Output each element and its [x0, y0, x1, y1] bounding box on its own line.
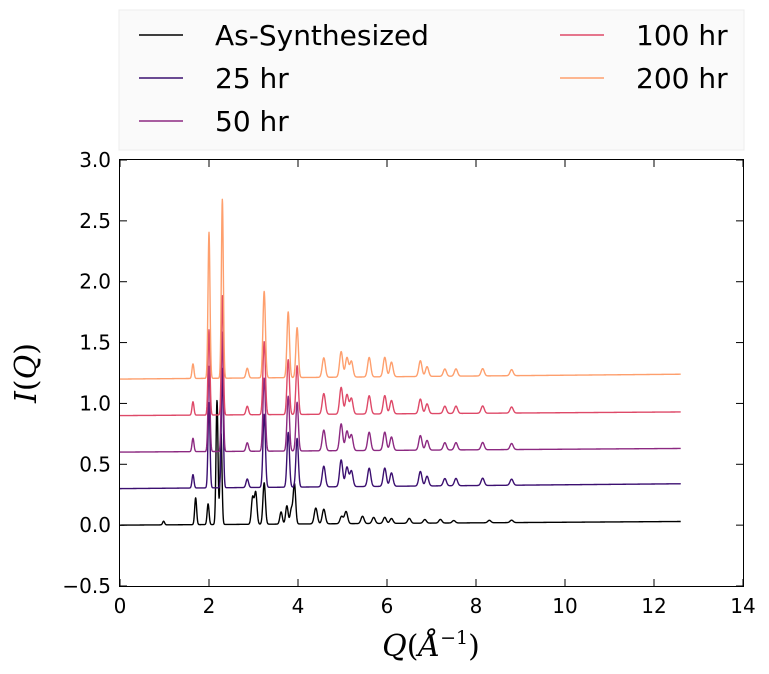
x-tick-label: 4 — [292, 594, 305, 618]
legend-label: 100 hr — [636, 19, 728, 52]
y-tick-label: 0.5 — [79, 452, 111, 476]
y-tick-label: 0.0 — [79, 513, 111, 537]
legend-label: 50 hr — [215, 105, 289, 138]
x-axis-title-unit: Å — [415, 628, 440, 664]
x-tick-label: 0 — [114, 594, 127, 618]
x-tick-label: 2 — [203, 594, 216, 618]
series-line — [119, 399, 682, 526]
y-tick-label: 2.5 — [79, 209, 111, 233]
x-tick-label: 10 — [552, 594, 577, 618]
x-tick-label: 6 — [381, 594, 394, 618]
y-tick-label: 3.0 — [79, 148, 111, 172]
x-tick-label: 12 — [641, 594, 666, 618]
y-tick-label: 1.5 — [79, 331, 111, 355]
x-tick-label: 14 — [730, 594, 755, 618]
legend-label: As-Synthesized — [215, 19, 429, 52]
legend-label: 200 hr — [636, 62, 728, 95]
y-tick-label: −0.5 — [62, 574, 111, 598]
legend-label: 25 hr — [215, 62, 289, 95]
x-axis-title: Q(Å−1) — [382, 627, 480, 664]
y-axis-title: I(Q) — [9, 343, 44, 404]
series-line — [119, 294, 682, 417]
x-axis: 0 2 4 6 8 10 12 14 — [114, 160, 756, 618]
y-tick-label: 1.0 — [79, 391, 111, 415]
y-axis-title-var: Q — [9, 355, 44, 380]
legend: As-Synthesized 25 hr 50 hr 100 hr 200 hr — [139, 19, 728, 138]
series-line — [119, 198, 682, 380]
series-line — [119, 367, 682, 490]
y-tick-label: 2.0 — [79, 270, 111, 294]
legend-box — [118, 9, 745, 151]
y-axis: −0.5 0.0 0.5 1.0 1.5 2.0 2.5 3.0 — [62, 148, 743, 598]
x-axis-title-exp: −1 — [440, 627, 468, 649]
y-axis-title-fn: I — [9, 390, 44, 404]
x-tick-label: 8 — [470, 594, 483, 618]
x-axis-title-var: Q — [382, 629, 407, 664]
series-line — [119, 331, 682, 453]
series-layer — [119, 198, 682, 526]
